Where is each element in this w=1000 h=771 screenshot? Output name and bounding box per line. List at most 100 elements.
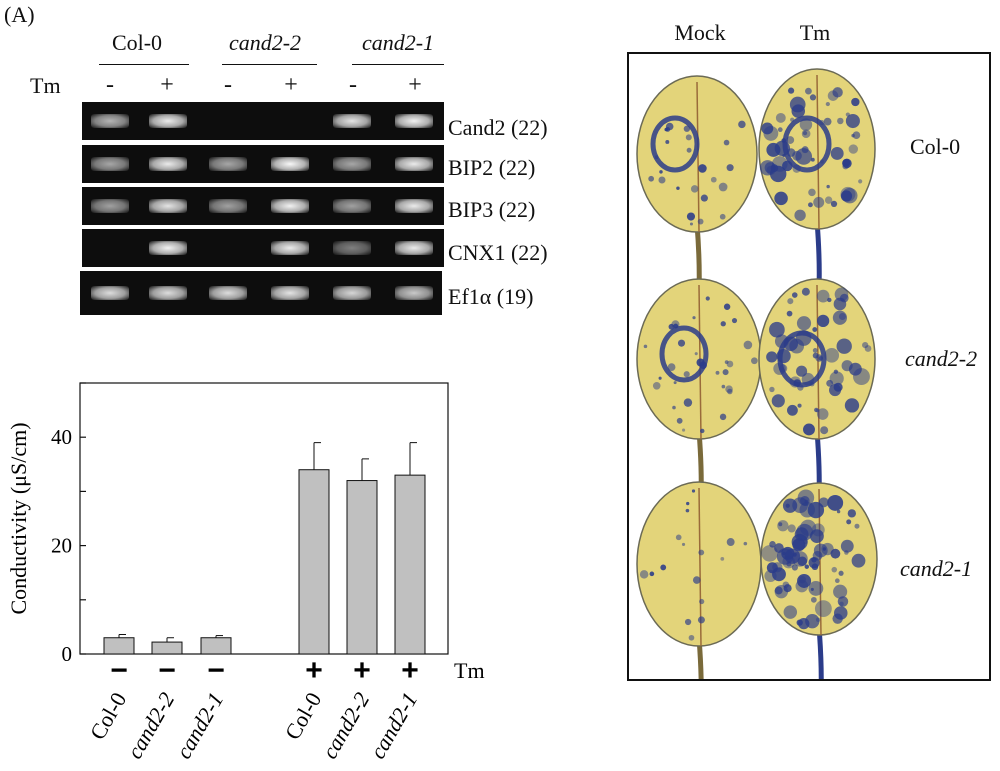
stain-spot	[724, 360, 729, 364]
stain-spot	[812, 327, 818, 332]
gel-band	[395, 241, 433, 255]
gel-label-bip3: BIP3 (22)	[448, 197, 536, 222]
gel-band	[149, 157, 187, 171]
y-tick-label: 40	[51, 425, 72, 449]
stain-spot	[665, 139, 670, 144]
stain-spot	[789, 338, 805, 354]
stain-spot	[698, 549, 705, 556]
stain-spot	[831, 566, 838, 573]
gel-band	[91, 157, 129, 171]
gel-band	[395, 157, 433, 171]
gel-band	[333, 286, 371, 300]
stain-spot	[844, 398, 860, 413]
stain-spot	[659, 170, 663, 174]
stain-spot	[847, 509, 857, 518]
chart-frame	[79, 382, 449, 655]
gel-band	[91, 114, 129, 128]
stain-spot	[769, 321, 785, 338]
treatment-sign: −	[207, 654, 225, 687]
stain-spot	[798, 617, 810, 630]
bar	[103, 637, 135, 655]
stain-spot	[836, 338, 852, 354]
leaf-photos	[636, 68, 878, 707]
gel-band	[395, 114, 433, 128]
stain-spot	[720, 557, 725, 561]
stain-spot	[816, 314, 830, 328]
stain-spot	[694, 352, 698, 356]
gel-band	[333, 157, 371, 171]
leaf	[758, 278, 876, 500]
stain-spot	[686, 147, 692, 153]
stain-spot	[836, 509, 841, 514]
gel-band	[149, 114, 187, 128]
gel-sign-6: +	[408, 72, 422, 98]
leaf-midrib	[696, 81, 700, 233]
stain-spot	[808, 188, 816, 197]
stain-spot	[786, 561, 792, 567]
stain-spot	[660, 564, 667, 571]
gel-sign-1: -	[106, 72, 114, 98]
stain-spot	[691, 489, 696, 493]
gel-band	[271, 199, 309, 213]
stain-spot	[832, 613, 843, 624]
stain-spot	[689, 222, 693, 226]
stain-spot	[667, 363, 676, 371]
stain-spot	[803, 423, 815, 436]
stain-spot	[792, 150, 802, 161]
stain-spot	[813, 196, 825, 208]
stain-spot	[858, 179, 863, 184]
gel-label-cand2: Cand2 (22)	[448, 115, 548, 140]
gel-strip	[82, 145, 444, 183]
leaf	[636, 278, 762, 500]
stain-spot	[700, 194, 708, 202]
category-label: cand2-1	[171, 688, 229, 763]
stain-spot	[786, 310, 793, 317]
stain-spot	[715, 370, 720, 375]
gel-sign-4: +	[284, 72, 298, 98]
stain-spot	[743, 340, 753, 350]
stain-spot	[845, 114, 860, 129]
leaf-header-tm: Tm	[799, 20, 831, 45]
gel-band	[333, 114, 371, 128]
stain-spot	[826, 184, 830, 189]
gel-header-col-0: Col-0	[111, 30, 163, 55]
gel-header-underline-2	[222, 64, 317, 65]
stain-spot	[787, 524, 796, 533]
stain-spot	[830, 548, 841, 559]
stain-spot	[796, 523, 813, 541]
stain-spot	[682, 428, 686, 432]
stain-spot	[720, 321, 726, 327]
gel-band	[209, 286, 247, 300]
bar	[346, 480, 378, 655]
injection-ring	[782, 115, 832, 173]
stain-spot	[816, 408, 829, 420]
stain-spot	[811, 523, 825, 537]
stain-spot	[648, 175, 655, 182]
stain-spot	[643, 344, 648, 349]
stain-spot	[829, 371, 844, 386]
bar	[298, 469, 330, 655]
gel-label-cnx1: CNX1 (22)	[448, 240, 548, 265]
stain-spot	[833, 584, 848, 599]
stain-spot	[808, 581, 824, 596]
panel-label: (A)	[4, 2, 35, 27]
stain-spot	[683, 398, 693, 407]
stain-spot	[787, 87, 795, 94]
gel-strip	[82, 102, 444, 140]
stain-spot	[783, 605, 798, 619]
stain-spot	[721, 384, 726, 389]
stain-spot	[710, 176, 717, 183]
stain-spot	[792, 538, 806, 552]
stain-spot	[829, 384, 842, 397]
stain-spot	[772, 567, 786, 582]
stain-spot	[673, 381, 677, 385]
leaf-row-label-cand2-2: cand2-2	[905, 346, 978, 371]
stain-spot	[796, 365, 808, 377]
stain-spot	[774, 586, 783, 595]
stain-spot	[799, 118, 813, 131]
stain-spot	[834, 578, 840, 584]
stain-spot	[830, 146, 844, 160]
injection-ring	[650, 115, 700, 173]
gel-strip	[82, 187, 444, 225]
